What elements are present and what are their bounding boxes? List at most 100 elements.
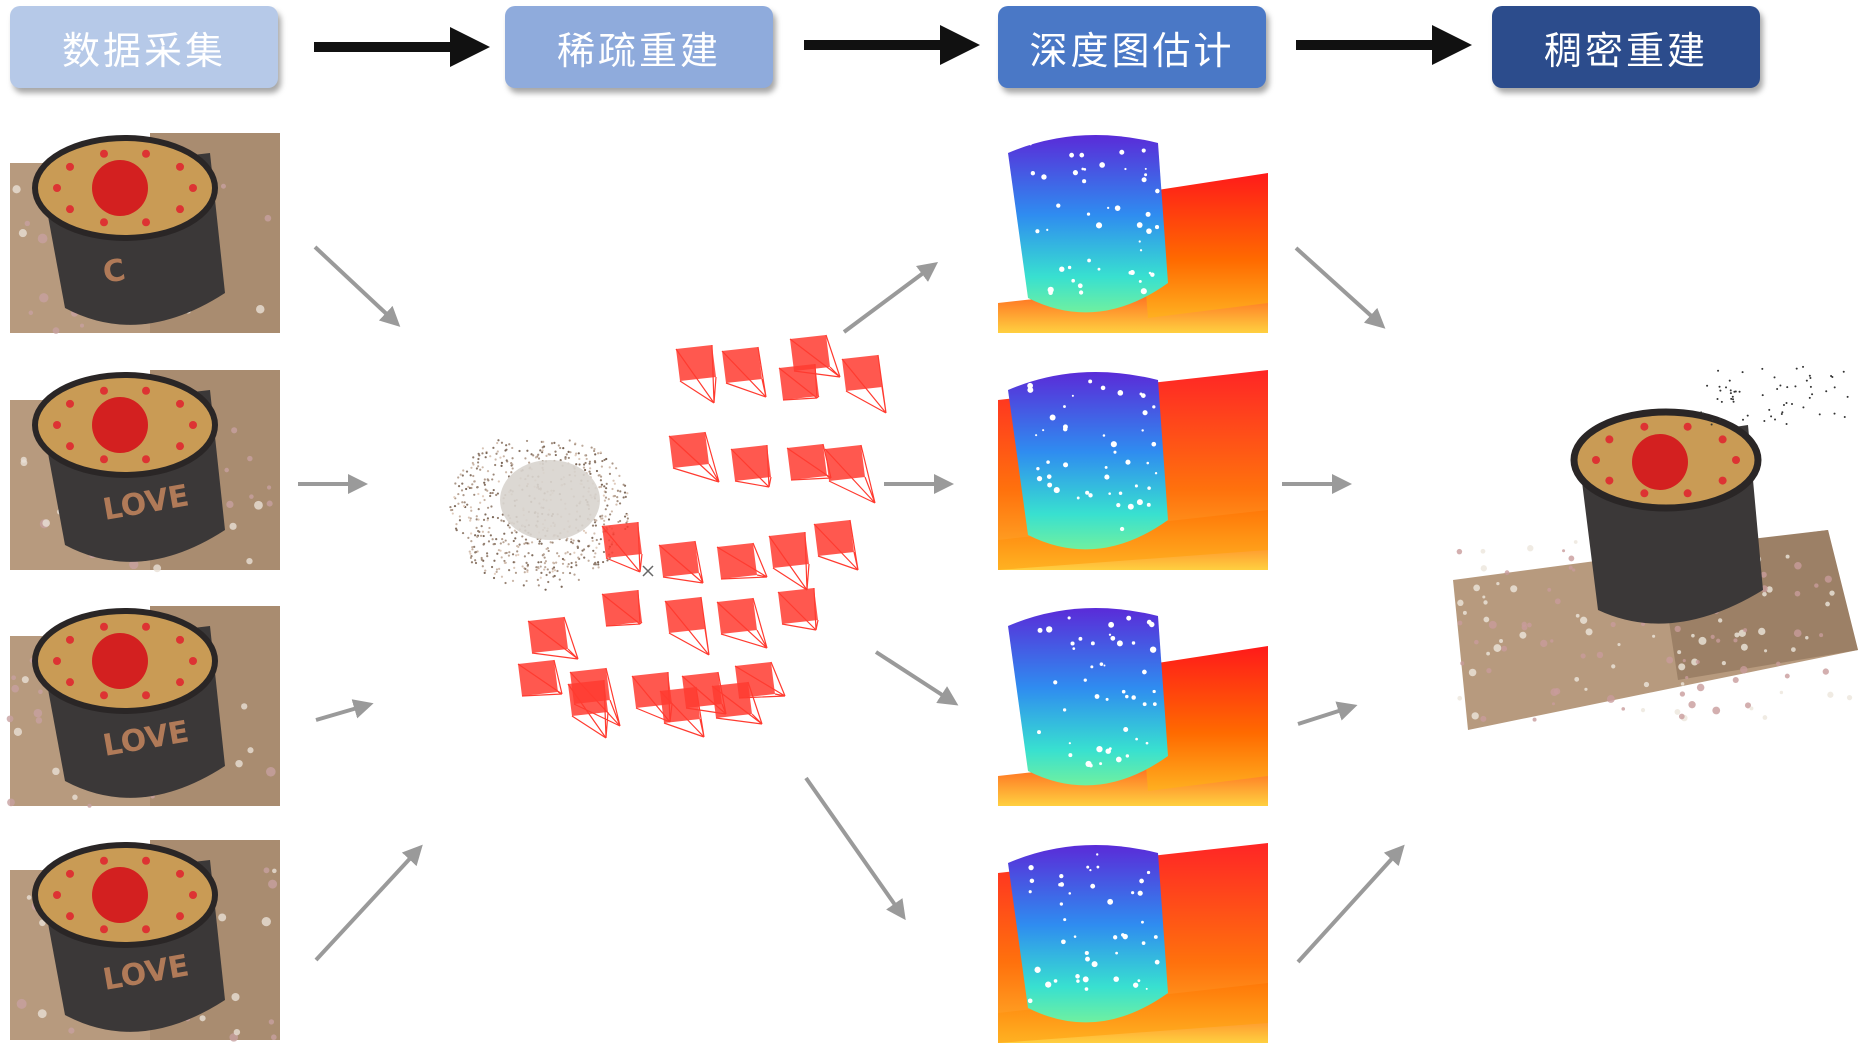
point — [562, 446, 565, 450]
depth-hole — [1115, 951, 1118, 955]
stray-point — [1790, 402, 1793, 405]
point — [572, 539, 575, 542]
point — [593, 521, 597, 524]
dense-texture — [1606, 695, 1615, 703]
depth-hole — [1094, 694, 1100, 699]
point — [601, 517, 604, 520]
point — [500, 575, 504, 578]
point — [487, 531, 490, 534]
texture-dot — [35, 717, 43, 724]
flow-arrows — [298, 245, 1405, 964]
point — [535, 568, 538, 572]
stray-point — [1808, 374, 1811, 377]
dense-texture — [1580, 653, 1586, 659]
camera-rays — [734, 661, 786, 699]
depth-hole — [1141, 941, 1146, 945]
camera-frustum — [711, 681, 763, 725]
point — [609, 513, 612, 516]
depth-hole — [1035, 229, 1040, 234]
point — [491, 478, 494, 481]
dense-texture — [1460, 661, 1465, 666]
depth-hole — [1132, 982, 1139, 988]
camera-image-plane — [842, 355, 882, 391]
point-blob — [500, 460, 600, 540]
red-paint — [92, 633, 148, 689]
point — [604, 496, 608, 499]
depth-hole — [1073, 935, 1077, 938]
dense-texture — [1764, 649, 1768, 653]
point — [545, 454, 548, 457]
stray-point — [1725, 386, 1728, 389]
depth-hole — [1089, 763, 1093, 768]
texture-dot — [52, 327, 60, 334]
depth-hole — [1142, 669, 1147, 675]
depth-hole — [1145, 741, 1149, 745]
point — [541, 449, 544, 452]
point — [613, 482, 616, 485]
texture-dot — [246, 558, 253, 565]
depth-hole — [1107, 898, 1114, 905]
lid-dot — [176, 205, 185, 214]
point — [595, 519, 598, 522]
depth-hole — [1108, 633, 1112, 636]
flow-arrow — [842, 262, 939, 334]
dense-texture — [1652, 634, 1656, 638]
point — [546, 568, 549, 571]
texture-dot — [38, 689, 43, 695]
stray-point — [1763, 420, 1766, 423]
depth-map — [998, 608, 1268, 806]
stray-point — [1779, 384, 1782, 387]
stray-point — [1700, 411, 1703, 414]
point — [471, 545, 474, 549]
dense-texture — [1532, 717, 1537, 722]
depth-hole — [1126, 615, 1132, 621]
dense-texture — [1554, 598, 1561, 605]
stray-point — [1706, 384, 1709, 387]
depth-hole — [1085, 490, 1090, 495]
camera-frustum — [777, 587, 819, 631]
depth-hole — [1141, 920, 1144, 924]
depth-hole — [1113, 976, 1119, 982]
point — [525, 579, 528, 583]
point — [523, 555, 526, 558]
point — [470, 486, 473, 490]
camera-image-plane — [717, 543, 757, 579]
point — [570, 561, 573, 565]
point — [483, 483, 486, 486]
camera-frustum — [768, 531, 810, 591]
point — [525, 541, 528, 544]
lid-dot — [142, 856, 151, 865]
point — [597, 474, 600, 477]
camera-frustum — [824, 444, 876, 504]
point — [575, 564, 578, 567]
point — [453, 496, 456, 499]
point — [496, 552, 499, 555]
depth-brick — [1138, 646, 1268, 791]
point — [486, 469, 490, 473]
lid-dot — [65, 635, 74, 644]
flow-arrow — [313, 245, 401, 327]
point — [584, 531, 587, 534]
point — [622, 483, 625, 486]
camera-frustum — [789, 334, 841, 378]
point — [600, 485, 603, 488]
depth-maps — [998, 135, 1268, 1043]
point — [474, 551, 477, 554]
point — [566, 551, 569, 554]
point — [539, 565, 542, 568]
depth-hole — [1124, 167, 1127, 171]
depth-hole — [1137, 890, 1143, 896]
depth-hole — [1122, 933, 1128, 940]
camera-frustum — [601, 521, 643, 573]
dense-texture — [1712, 706, 1721, 715]
point — [470, 539, 473, 543]
point — [544, 560, 548, 563]
point — [594, 453, 597, 456]
dense-texture — [1643, 681, 1650, 688]
point — [502, 455, 505, 458]
dense-texture — [1547, 587, 1552, 592]
dense-texture — [1814, 583, 1819, 588]
lid-dot — [99, 218, 108, 227]
dense-texture — [1486, 651, 1490, 656]
depth-hole — [1063, 405, 1066, 408]
